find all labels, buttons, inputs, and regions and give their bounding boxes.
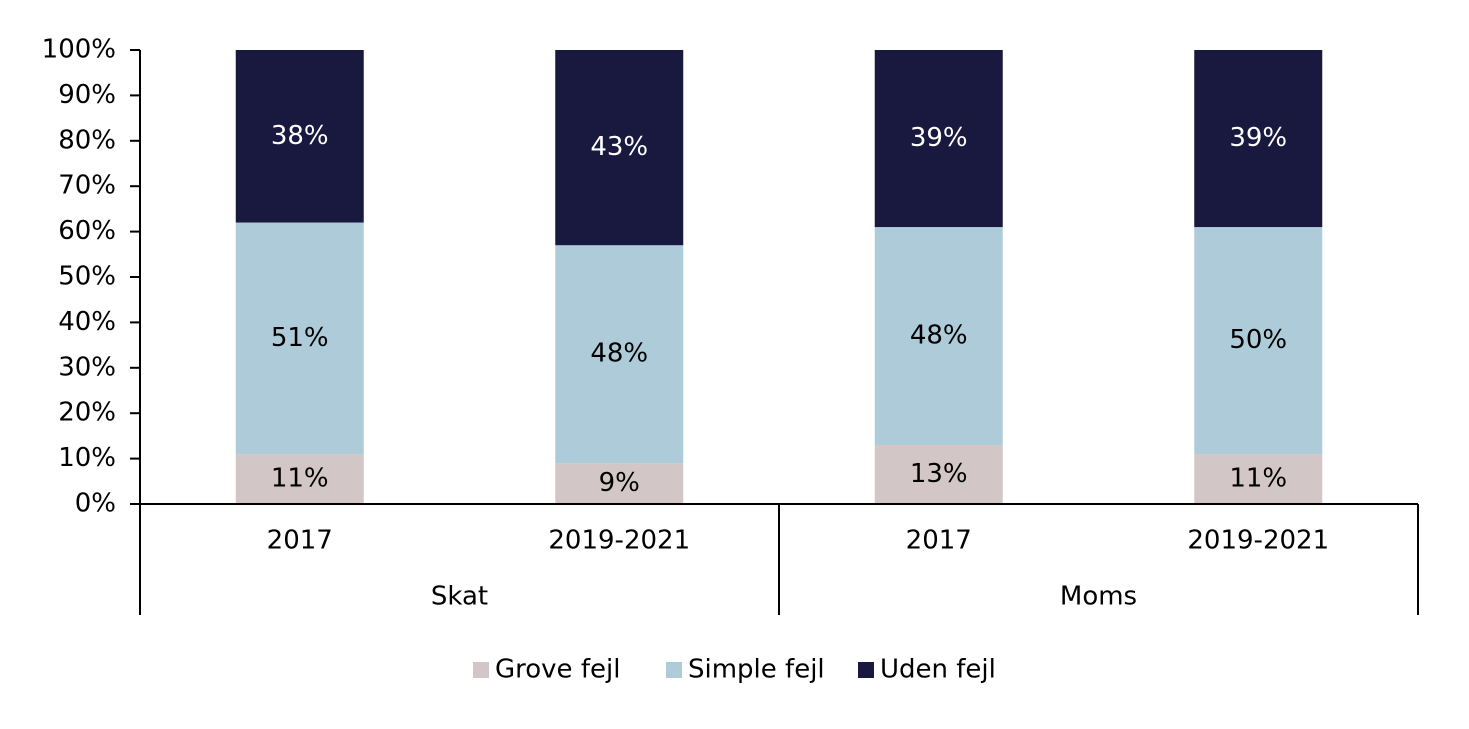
bar-segment [1194, 50, 1323, 228]
y-tick-label: 60% [58, 216, 116, 246]
data-label: 38% [271, 121, 329, 151]
bar-segment [555, 463, 684, 504]
y-tick-label: 10% [58, 443, 116, 473]
legend-swatch [858, 662, 874, 678]
bar-segment [1194, 227, 1323, 455]
y-tick-label: 40% [58, 307, 116, 337]
group-label: Skat [431, 582, 488, 612]
legend-label: Uden fejl [880, 655, 996, 685]
y-tick-label: 70% [58, 171, 116, 201]
bar-segment [874, 444, 1003, 504]
bar-segment [235, 50, 364, 223]
legend-swatch [473, 662, 489, 678]
group-label: Moms [1060, 582, 1137, 612]
y-tick-label: 100% [42, 35, 116, 65]
y-tick-label: 30% [58, 352, 116, 382]
data-label: 11% [1229, 464, 1287, 494]
data-label: 43% [590, 132, 648, 162]
bar-segment [555, 50, 684, 246]
data-label: 39% [910, 123, 968, 153]
x-tick-label: 2017 [267, 526, 333, 556]
y-tick-label: 90% [58, 80, 116, 110]
x-tick-label: 2019-2021 [1187, 526, 1329, 556]
data-label: 51% [271, 323, 329, 353]
bar-segment [555, 245, 684, 464]
bar-segment [1194, 454, 1323, 504]
x-tick-label: 2017 [906, 526, 972, 556]
data-label: 39% [1229, 123, 1287, 153]
data-label: 9% [599, 468, 640, 498]
x-tick-label: 2019-2021 [548, 526, 690, 556]
data-label: 50% [1229, 325, 1287, 355]
bar-segment [235, 222, 364, 455]
data-label: 11% [271, 464, 329, 494]
legend-label: Simple fejl [688, 655, 825, 685]
y-tick-label: 80% [58, 125, 116, 155]
data-label: 48% [910, 321, 968, 351]
data-label: 48% [590, 339, 648, 369]
bar-segment [874, 227, 1003, 445]
legend-label: Grove fejl [495, 655, 620, 685]
y-tick-label: 50% [58, 262, 116, 292]
legend-swatch [666, 662, 682, 678]
bar-segment [874, 50, 1003, 228]
y-tick-label: 20% [58, 398, 116, 428]
data-label: 13% [910, 459, 968, 489]
bar-segment [235, 454, 364, 504]
y-tick-label: 0% [75, 489, 116, 519]
